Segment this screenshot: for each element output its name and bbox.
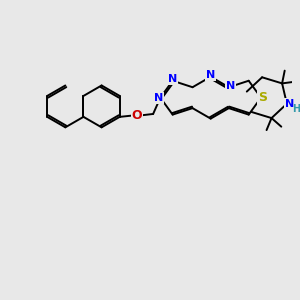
Text: N: N	[168, 74, 177, 84]
Text: H: H	[292, 104, 300, 114]
Text: S: S	[258, 91, 267, 104]
Text: N: N	[284, 99, 294, 109]
Text: N: N	[226, 81, 235, 91]
Text: N: N	[154, 93, 164, 103]
Text: N: N	[206, 70, 215, 80]
Text: O: O	[132, 109, 142, 122]
